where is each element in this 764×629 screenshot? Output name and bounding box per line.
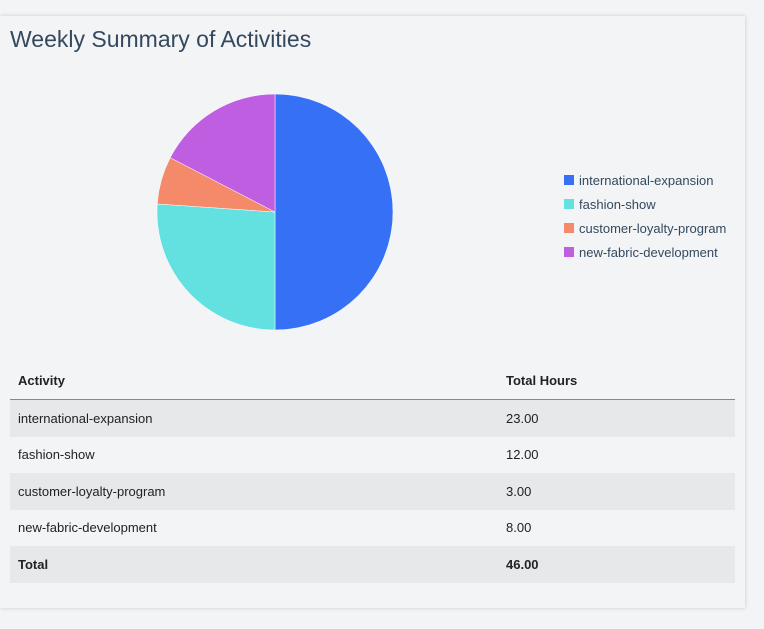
cell-hours: 3.00 xyxy=(498,473,735,510)
legend-label: international-expansion xyxy=(579,172,714,188)
pie-chart xyxy=(156,93,394,331)
table-row: fashion-show 12.00 xyxy=(10,437,735,474)
legend-label: customer-loyalty-program xyxy=(579,220,727,236)
activity-table: Activity Total Hours international-expan… xyxy=(10,362,735,583)
legend-label: fashion-show xyxy=(579,196,656,212)
legend: international-expansion fashion-show custo… xyxy=(564,168,726,264)
total-row: Total 46.00 xyxy=(10,546,735,583)
table-header: Activity Total Hours xyxy=(10,362,735,400)
legend-swatch xyxy=(564,175,574,185)
total-label: Total xyxy=(10,546,498,583)
legend-item[interactable]: fashion-show xyxy=(564,192,726,216)
pie-slice-new-fabric-development[interactable] xyxy=(169,93,276,213)
pie-slice-international-expansion[interactable] xyxy=(274,93,394,331)
table-row: customer-loyalty-program 3.00 xyxy=(10,473,735,510)
cell-activity: fashion-show xyxy=(18,447,95,463)
header-activity: Activity xyxy=(10,362,498,400)
legend-swatch xyxy=(564,223,574,233)
summary-card: Weekly Summary of Activities internation… xyxy=(0,16,745,608)
cell-hours: 8.00 xyxy=(506,520,532,536)
legend-item[interactable]: customer-loyalty-program xyxy=(564,216,726,240)
page-title: Weekly Summary of Activities xyxy=(10,26,312,52)
cell-activity: new-fabric-development xyxy=(18,520,157,536)
cell-activity: customer-loyalty-program xyxy=(10,473,498,510)
cell-hours: 12.00 xyxy=(506,447,539,463)
table-row: international-expansion 23.00 xyxy=(10,399,735,437)
legend-item[interactable]: international-expansion xyxy=(564,168,726,192)
table-row: new-fabric-development 8.00 xyxy=(10,510,735,547)
legend-item[interactable]: new-fabric-development xyxy=(564,240,726,264)
legend-swatch xyxy=(564,199,574,209)
legend-swatch xyxy=(564,247,574,257)
total-value: 46.00 xyxy=(498,546,735,583)
header-total-hours: Total Hours xyxy=(498,362,735,400)
legend-label: new-fabric-development xyxy=(579,244,718,260)
pie-slice-fashion-show[interactable] xyxy=(156,203,276,331)
cell-activity: international-expansion xyxy=(10,399,498,437)
cell-hours: 23.00 xyxy=(498,399,735,437)
